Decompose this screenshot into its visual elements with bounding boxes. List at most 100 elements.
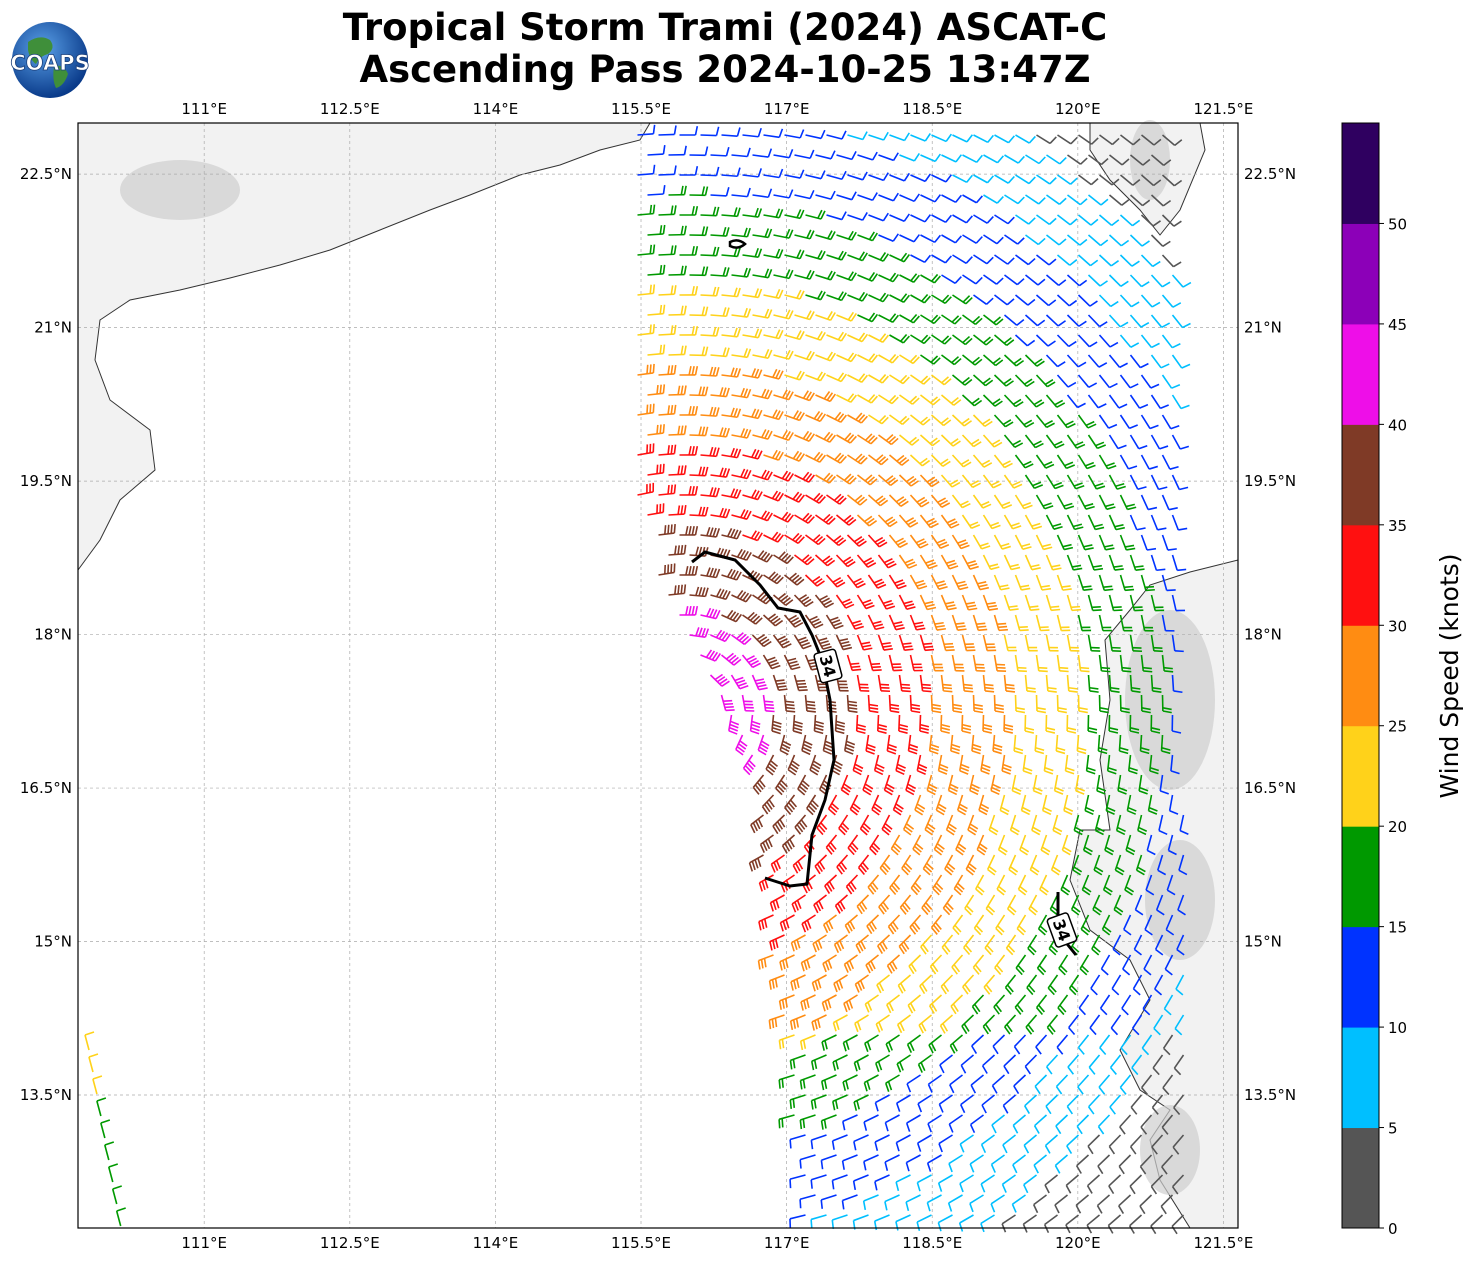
wind-barb bbox=[752, 388, 773, 400]
wind-barb bbox=[773, 511, 795, 523]
wind-barb bbox=[1045, 634, 1059, 652]
wind-barb bbox=[940, 434, 961, 447]
wind-barb bbox=[952, 134, 974, 143]
wind-barb bbox=[731, 509, 752, 520]
wind-barb bbox=[1035, 454, 1055, 469]
wind-barb bbox=[1045, 594, 1061, 612]
coaps-logo: COAPS bbox=[10, 22, 90, 98]
wind-barb bbox=[805, 451, 827, 463]
wind-barb bbox=[857, 353, 879, 363]
wind-barb bbox=[1161, 334, 1181, 349]
wind-barb bbox=[962, 274, 983, 285]
wind-barb bbox=[1014, 534, 1032, 551]
wind-barb bbox=[689, 186, 709, 197]
wind-barb bbox=[910, 374, 931, 385]
terrain-shade bbox=[1145, 840, 1215, 960]
wind-barb bbox=[847, 332, 869, 343]
wind-barb bbox=[1171, 354, 1191, 369]
terrain-shade bbox=[1140, 1105, 1200, 1195]
wind-barb bbox=[1066, 514, 1084, 531]
wind-barb bbox=[679, 565, 699, 576]
wind-barb bbox=[647, 304, 666, 316]
wind-barb bbox=[700, 246, 720, 257]
wind-barb bbox=[1035, 654, 1048, 673]
wind-barb bbox=[742, 288, 763, 299]
wind-barb bbox=[826, 493, 847, 505]
wind-barb bbox=[910, 334, 931, 345]
wind-barb bbox=[877, 474, 899, 487]
wind-barb bbox=[815, 190, 836, 200]
wind-barb bbox=[1140, 174, 1162, 187]
wind-barb bbox=[951, 534, 970, 550]
wind-barb bbox=[868, 131, 889, 141]
wind-barb bbox=[658, 165, 677, 176]
wind-barb bbox=[1036, 214, 1057, 226]
wind-barb bbox=[1150, 354, 1170, 369]
wind-barb bbox=[1045, 514, 1063, 530]
wind-barb bbox=[742, 168, 762, 178]
wind-barb bbox=[700, 126, 720, 137]
gridlines bbox=[78, 123, 1238, 1228]
wind-barb bbox=[909, 454, 931, 467]
wind-barb bbox=[1150, 234, 1171, 247]
wind-barb bbox=[658, 325, 677, 336]
wind-barb bbox=[773, 269, 794, 280]
wind-barb bbox=[1014, 334, 1036, 347]
wind-barb bbox=[952, 294, 973, 305]
wind-barb bbox=[1077, 414, 1097, 429]
wind-barb bbox=[973, 214, 994, 224]
wind-barb bbox=[742, 408, 763, 420]
wind-barb bbox=[784, 491, 806, 503]
wind-barb bbox=[1140, 494, 1158, 511]
wind-barb bbox=[899, 354, 920, 365]
wind-barb bbox=[721, 367, 742, 378]
wind-barb bbox=[1140, 334, 1160, 349]
wind-barb bbox=[1077, 494, 1095, 510]
wind-barb bbox=[1171, 634, 1184, 653]
wind-barb bbox=[1161, 134, 1183, 146]
wind-barb bbox=[1036, 174, 1057, 185]
wind-barb bbox=[815, 431, 837, 443]
wind-barb bbox=[962, 154, 984, 164]
wind-barb bbox=[1004, 154, 1025, 164]
wind-barb bbox=[972, 614, 988, 632]
wind-barb bbox=[878, 354, 899, 364]
wind-barb bbox=[731, 589, 753, 603]
wind-barb bbox=[668, 345, 687, 356]
wind-barb bbox=[1077, 614, 1092, 632]
wind-barb bbox=[1067, 154, 1088, 165]
wind-barb bbox=[794, 512, 815, 524]
wind-barb bbox=[689, 506, 709, 517]
wind-barb bbox=[868, 212, 889, 222]
wind-barb bbox=[1150, 594, 1165, 612]
wind-barb bbox=[1056, 614, 1071, 632]
wind-barb bbox=[1108, 634, 1122, 652]
wind-barb bbox=[731, 267, 752, 278]
wind-barb bbox=[931, 214, 953, 224]
wind-barb bbox=[1140, 654, 1153, 673]
wind-barb bbox=[878, 394, 899, 405]
wind-barb bbox=[857, 151, 878, 161]
wind-barb bbox=[993, 374, 1014, 387]
wind-barb bbox=[1119, 534, 1136, 551]
wind-barb bbox=[1098, 534, 1115, 551]
wind-barb bbox=[710, 387, 730, 398]
wind-barb bbox=[741, 654, 761, 669]
wind-barb bbox=[867, 494, 889, 507]
wind-barb bbox=[920, 273, 941, 284]
logo-text: COAPS bbox=[10, 51, 89, 75]
wind-barb bbox=[1045, 394, 1066, 408]
wind-barb bbox=[658, 285, 677, 296]
wind-barb bbox=[961, 394, 983, 407]
wind-barb bbox=[847, 373, 869, 383]
wind-barb bbox=[982, 394, 1003, 407]
wind-barb bbox=[1035, 294, 1057, 307]
wind-barb bbox=[1129, 594, 1144, 612]
wind-barb bbox=[931, 174, 953, 183]
wind-barb bbox=[867, 654, 882, 672]
wind-barb bbox=[784, 450, 806, 462]
wind-barb bbox=[993, 494, 1013, 510]
wind-barb bbox=[1087, 594, 1102, 612]
wind-barb bbox=[973, 174, 994, 184]
